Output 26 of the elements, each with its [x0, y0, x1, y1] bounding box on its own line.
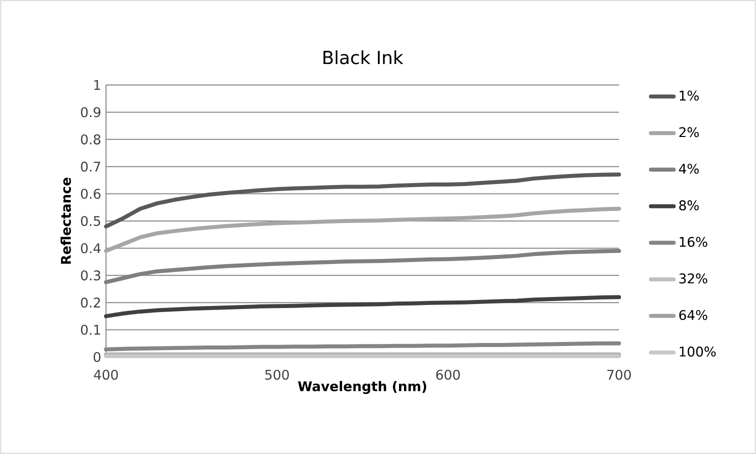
legend-label: 1% [680, 90, 699, 101]
legend-label: 2% [679, 127, 699, 138]
y-tick-label: 0.1 [80, 324, 100, 335]
y-tick-label: 0.5 [80, 216, 100, 226]
legend-label: 4% [678, 164, 699, 174]
legend-label: 32% [679, 273, 708, 284]
y-tick-label: 0.8 [80, 134, 100, 144]
y-tick-label: 0.4 [80, 243, 101, 254]
y-tick-label: 0.9 [80, 107, 100, 118]
chart-title: Black Ink [324, 50, 404, 64]
legend-label: 16% [680, 236, 708, 247]
x-tick-label: 500 [265, 370, 289, 380]
x-tick-label: 700 [607, 370, 631, 380]
y-tick-label: 0.2 [80, 298, 100, 308]
x-axis-title: Wavelength (nm) [298, 380, 426, 394]
y-tick-label: 0.7 [80, 162, 100, 172]
y-axis-title: Reflectance [60, 178, 71, 264]
y-tick-label: 0.6 [80, 188, 100, 199]
legend-label: 100% [680, 346, 716, 357]
y-tick-label: 0 [94, 352, 100, 362]
legend-label: 8% [679, 200, 699, 210]
x-tick-label: 400 [94, 370, 118, 380]
y-tick-label: 0.3 [80, 270, 100, 280]
y-tick-label: 1 [94, 80, 100, 90]
legend-label: 64% [679, 310, 708, 320]
x-tick-label: 600 [436, 370, 460, 380]
